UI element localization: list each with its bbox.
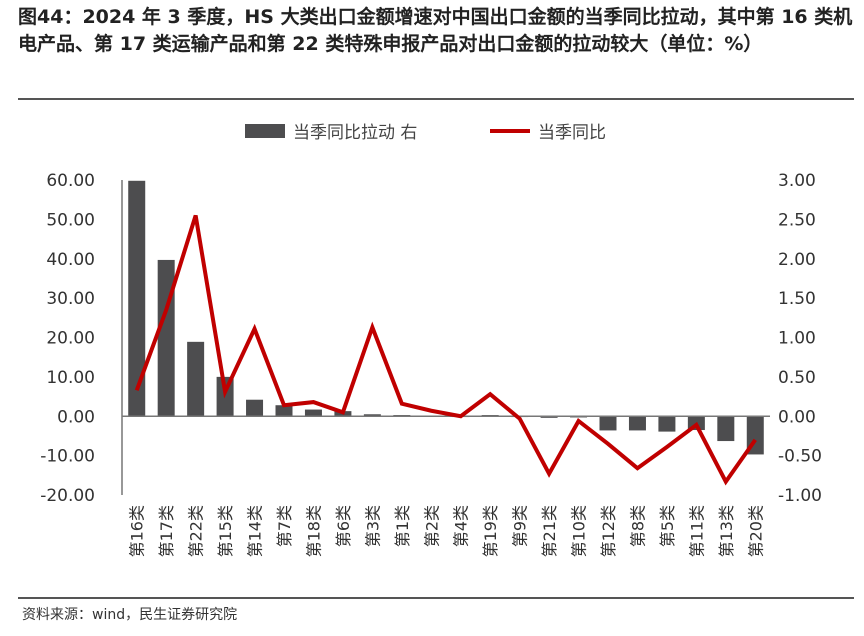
category-label: 第1类 [393,505,412,547]
right-tick-label: 0.00 [778,407,816,427]
category-label: 第11类 [687,505,706,557]
bar [128,180,146,417]
left-tick-label: 30.00 [46,289,95,309]
category-label: 第22类 [187,505,206,557]
bar [187,341,205,417]
category-label: 第20类 [746,505,765,557]
bar [628,416,646,431]
right-tick-label: 3.00 [778,171,816,191]
bar [363,414,381,417]
category-label: 第2类 [422,505,441,547]
category-label: 第7类 [275,505,294,547]
category-label: 第12类 [599,505,618,557]
bar [304,409,322,417]
source-divider [18,597,854,599]
category-label: 第18类 [304,505,323,557]
figure-title: 图44：2024 年 3 季度，HS 大类出口金额增速对中国出口金额的当季同比拉… [18,6,853,55]
right-tick-label: 2.50 [778,210,816,230]
category-label: 第14类 [246,505,265,557]
category-label: 第15类 [216,505,235,557]
left-tick-label: 50.00 [46,210,95,230]
left-tick-label: 10.00 [46,368,95,388]
left-tick-label: 40.00 [46,250,95,270]
left-tick-label: -20.00 [40,486,95,506]
right-tick-label: -1.00 [778,486,822,506]
bar [275,405,293,417]
category-label: 第17类 [157,505,176,557]
legend-line-label: 当季同比 [538,123,606,143]
title-divider [18,98,854,100]
category-label: 第16类 [128,505,147,557]
category-label: 第8类 [628,505,647,547]
line-series [134,214,757,486]
right-tick-label: 1.50 [778,289,816,309]
right-tick-label: -0.50 [778,447,822,467]
right-tick-label: 1.00 [778,329,816,349]
bar [540,416,558,418]
left-tick-label: 60.00 [46,171,95,191]
legend-bar-swatch [245,124,285,138]
source-note: 资料来源：wind，民生证券研究院 [22,607,238,623]
bar [157,259,175,417]
right-tick-label: 0.50 [778,368,816,388]
category-label: 第19类 [481,505,500,557]
category-label: 第6类 [334,505,353,547]
left-tick-label: -10.00 [40,447,95,467]
bar [717,416,735,442]
left-tick-label: 0.00 [57,407,95,427]
category-label: 第5类 [658,505,677,547]
bar [599,416,617,431]
category-label: 第10类 [570,505,589,557]
category-label: 第4类 [452,505,471,547]
category-label: 第9类 [511,505,530,547]
bar [246,399,264,417]
right-tick-label: 2.00 [778,250,816,270]
legend-bar-label: 当季同比拉动 右 [293,123,417,143]
bar [658,416,676,432]
category-label: 第3类 [363,505,382,547]
category-label: 第21类 [540,505,559,557]
category-label: 第13类 [717,505,736,557]
left-tick-label: 20.00 [46,329,95,349]
